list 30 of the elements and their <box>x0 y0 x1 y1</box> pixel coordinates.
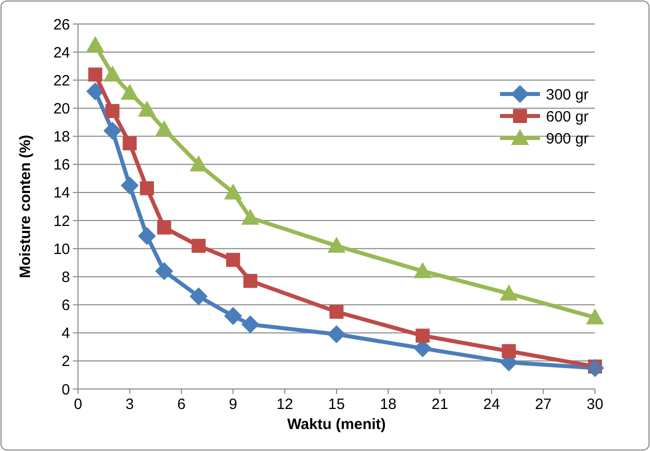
x-tick-label: 15 <box>328 396 345 413</box>
y-axis-title: Moisture conten (%) <box>17 134 34 278</box>
y-tick-label: 24 <box>53 44 70 62</box>
y-tick-label: 16 <box>53 156 70 174</box>
x-tick-label: 30 <box>586 396 604 413</box>
legend-label: 600 gr <box>546 108 589 126</box>
x-tick-label: 21 <box>432 396 448 413</box>
x-tick-label: 18 <box>380 396 397 413</box>
y-tick-label: 10 <box>53 240 70 258</box>
y-tick-label: 12 <box>53 212 70 230</box>
x-tick-label: 6 <box>177 396 186 413</box>
y-tick-label: 2 <box>62 353 70 370</box>
y-tick-label: 26 <box>53 16 70 34</box>
y-tick-label: 4 <box>62 325 70 342</box>
x-axis-title: Waktu (menit) <box>287 416 386 433</box>
legend-label: 300 gr <box>546 86 589 104</box>
x-tick-label: 12 <box>276 396 294 413</box>
y-tick-label: 22 <box>53 72 70 90</box>
y-tick-label: 14 <box>53 184 70 202</box>
y-tick-label: 18 <box>53 128 70 146</box>
x-tick-label: 24 <box>483 396 500 413</box>
y-tick-label: 6 <box>62 297 70 314</box>
x-tick-label: 9 <box>228 396 238 413</box>
x-tick-label: 3 <box>126 396 134 413</box>
x-tick-label: 0 <box>74 396 82 413</box>
x-tick-label: 27 <box>534 396 552 413</box>
y-tick-label: 8 <box>62 268 70 286</box>
legend-label: 900 gr <box>546 130 589 148</box>
y-tick-label: 0 <box>62 381 70 398</box>
y-tick-label: 20 <box>53 100 70 118</box>
